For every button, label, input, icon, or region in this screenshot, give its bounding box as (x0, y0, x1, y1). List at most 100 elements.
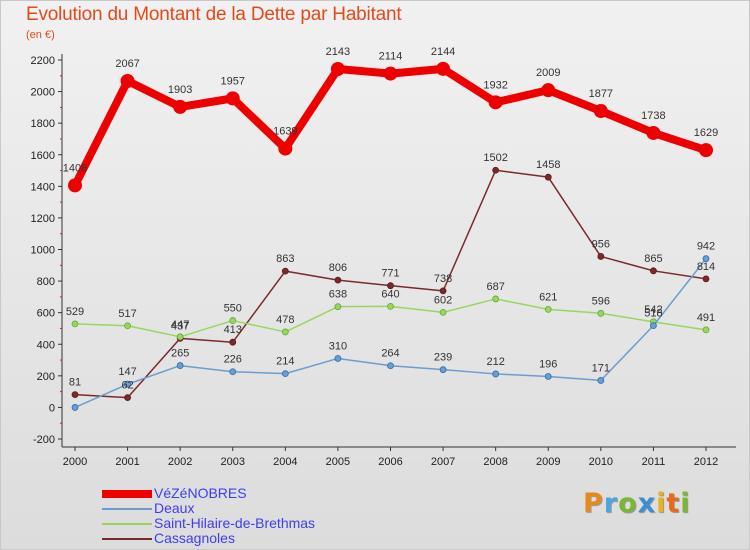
data-point (387, 362, 394, 370)
data-point (120, 74, 135, 89)
data-label: 550 (224, 303, 242, 315)
data-label: 478 (276, 314, 294, 326)
logo-letter: i (680, 488, 691, 519)
data-point (699, 143, 713, 158)
data-point (229, 317, 237, 324)
data-label: 771 (381, 268, 399, 280)
data-label: 640 (381, 288, 399, 300)
data-label: 413 (224, 324, 242, 336)
y-tick-label: 400 (37, 339, 55, 351)
x-tick-label: 2003 (221, 456, 245, 468)
x-tick-label: 2006 (378, 456, 402, 468)
x-tick-label: 2000 (63, 456, 87, 468)
data-label: 806 (329, 262, 347, 274)
data-labels: 1406 2067 1903 1957 1639 2143 2114 2144 1932 2009… (63, 46, 718, 392)
data-label: 942 (697, 241, 715, 253)
series-layer (68, 61, 713, 411)
data-point (646, 125, 661, 140)
data-label: 956 (592, 238, 610, 250)
logo-letter: o (618, 488, 638, 519)
series-saint-hilaire-de-brethmas (71, 295, 710, 341)
data-point (702, 255, 710, 263)
data-point (597, 377, 605, 384)
data-point (281, 370, 289, 378)
data-label: 447 (171, 319, 189, 331)
y-tick-label: 1400 (31, 181, 55, 193)
data-point (597, 253, 605, 260)
data-point (173, 99, 188, 114)
data-point (439, 366, 447, 374)
data-point (492, 166, 500, 174)
data-label: 212 (486, 356, 504, 368)
data-point (281, 267, 289, 275)
data-label: 265 (171, 348, 189, 360)
x-tick-label: 2008 (483, 456, 507, 468)
data-point (650, 322, 657, 330)
data-label: 2067 (115, 58, 139, 70)
data-point (702, 326, 710, 334)
data-point (492, 370, 500, 378)
data-label: 310 (329, 340, 347, 352)
axes: -200 0 200 400 600 800 1000 1200 1400 1600 1800 200… (31, 54, 736, 468)
data-label: 1903 (168, 84, 192, 96)
y-tick-label: 2200 (31, 55, 55, 67)
data-label: 1957 (221, 75, 245, 87)
data-label: 171 (592, 362, 610, 374)
data-label: 239 (434, 352, 452, 364)
data-point (124, 380, 131, 388)
data-point (439, 308, 447, 316)
data-label: 517 (118, 308, 136, 320)
data-point (650, 267, 657, 275)
x-tick-label: 2004 (273, 456, 297, 468)
data-label: 2144 (431, 46, 455, 58)
data-label: 687 (486, 281, 504, 293)
logo-letter: P (583, 488, 604, 519)
logo-letter: i (656, 488, 667, 519)
data-point (229, 338, 237, 346)
x-tick-label: 2009 (536, 456, 560, 468)
data-label: 81 (69, 377, 81, 389)
x-tick-label: 2002 (168, 456, 192, 468)
data-point (702, 275, 710, 283)
data-label: 1629 (694, 127, 718, 139)
data-point (593, 104, 608, 119)
data-point (383, 66, 398, 81)
data-label: 196 (539, 358, 557, 370)
y-tick-label: 1000 (31, 245, 55, 257)
chart-title: Evolution du Montant de la Dette par Hab… (26, 4, 402, 25)
data-point (387, 302, 394, 310)
data-label: 518 (644, 308, 662, 320)
data-point (334, 276, 342, 284)
data-point (597, 309, 605, 317)
data-point (71, 404, 79, 411)
data-point (334, 303, 342, 311)
y-tick-label: 2000 (31, 87, 55, 99)
data-label: 1932 (483, 79, 507, 91)
legend-label: VéZéNOBRES (154, 485, 247, 501)
x-tick-label: 2005 (326, 456, 350, 468)
data-label: 596 (592, 295, 610, 307)
data-label: 865 (644, 253, 662, 265)
data-point (68, 178, 82, 193)
y-tick-label: 1800 (31, 118, 55, 130)
data-point (544, 173, 552, 181)
x-tick-label: 2012 (694, 456, 718, 468)
series-deaux (71, 255, 710, 411)
data-point (330, 62, 345, 77)
data-point (176, 333, 184, 341)
data-label: 226 (224, 354, 242, 366)
data-label: 214 (276, 356, 294, 368)
logo-letter: t (666, 488, 681, 519)
data-point (71, 320, 79, 328)
y-tick-label: 800 (37, 276, 55, 288)
series-line (74, 258, 707, 409)
data-point (387, 282, 394, 290)
proxiti-logo: Proxiti (583, 488, 691, 519)
x-tick-label: 2001 (115, 456, 139, 468)
x-tick-label: 2010 (589, 456, 613, 468)
y-tick-label: 1600 (31, 150, 55, 162)
data-label: 1877 (589, 88, 613, 100)
data-point (225, 91, 240, 106)
data-label: 1738 (641, 110, 665, 122)
